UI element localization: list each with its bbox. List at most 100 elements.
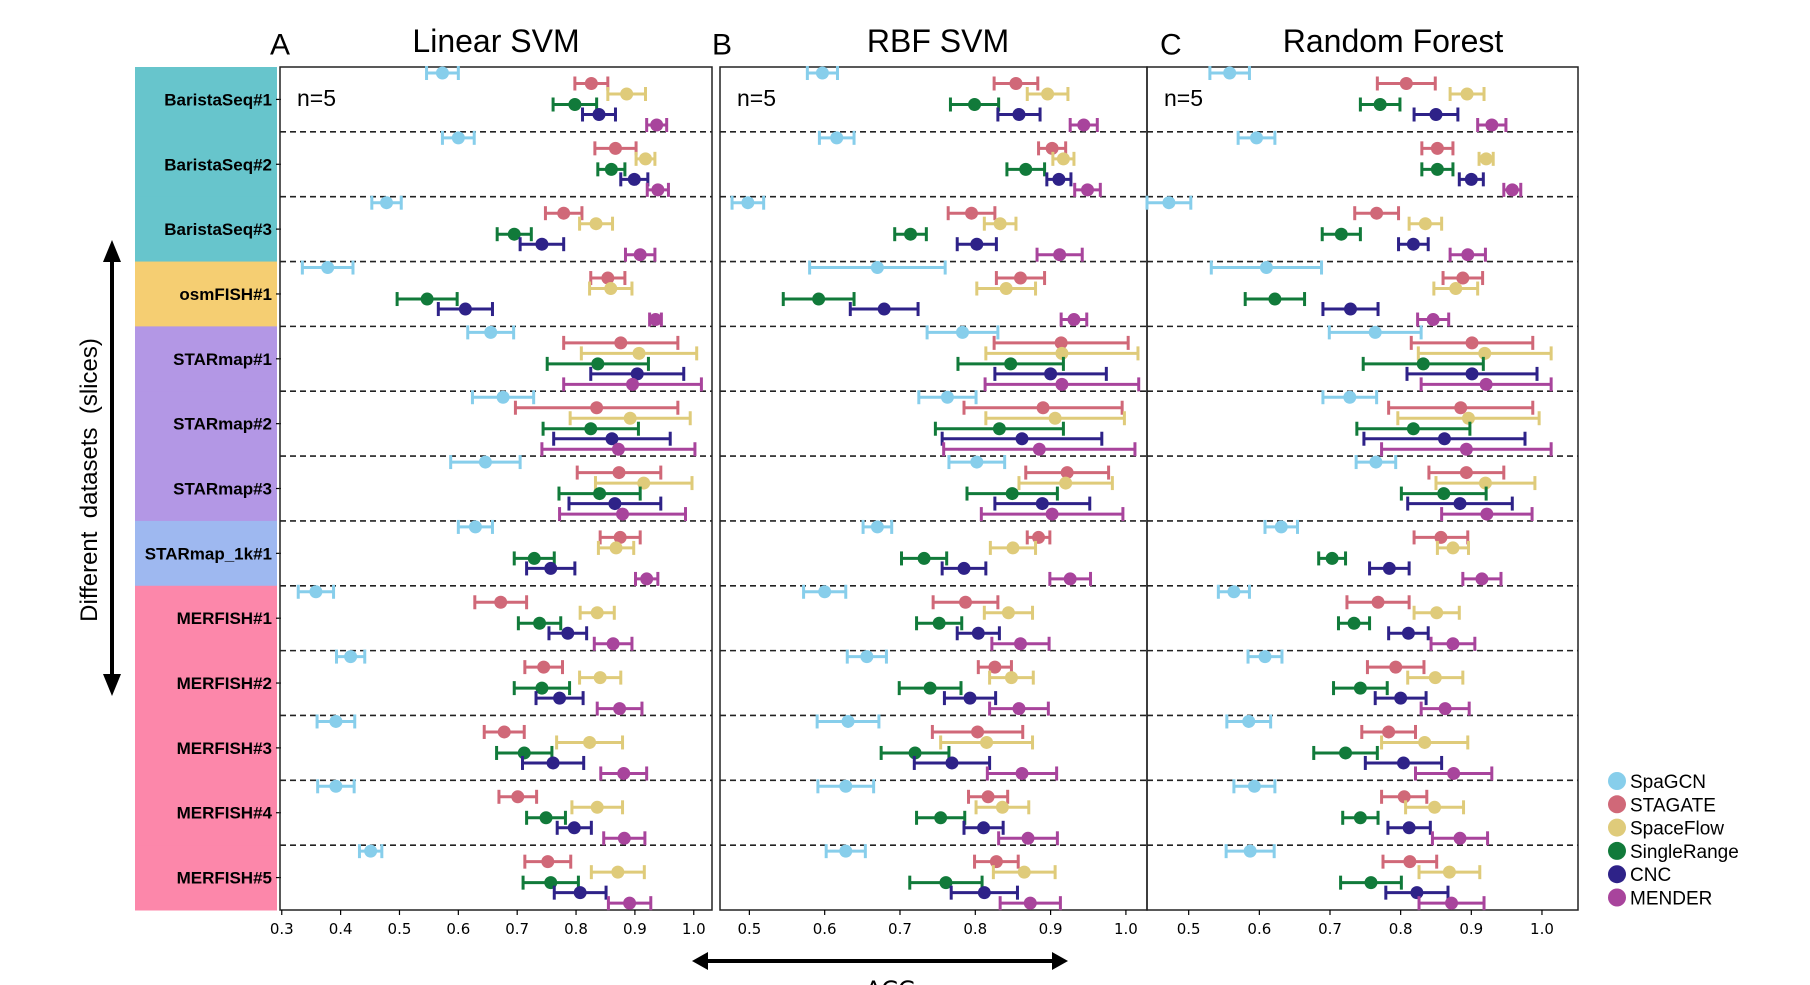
data-point: [1339, 746, 1353, 760]
data-point: [623, 896, 637, 910]
data-point: [1373, 98, 1387, 111]
data-point: [1430, 162, 1444, 176]
legend-label: CNC: [1630, 865, 1671, 886]
data-point: [741, 196, 755, 210]
x-tick-label: 0.6: [1247, 920, 1271, 938]
data-point: [1036, 401, 1050, 415]
x-tick-label: 1.0: [1114, 920, 1138, 938]
data-point: [1343, 302, 1357, 316]
data-point: [1478, 346, 1492, 360]
data-point: [939, 876, 953, 890]
data-point: [458, 302, 472, 316]
dataset-bands: BaristaSeq#1 BaristaSeq#2 BaristaSeq#3 osmF…: [135, 67, 281, 911]
data-point: [507, 227, 521, 241]
data-point: [1410, 886, 1424, 900]
data-point: [601, 271, 615, 285]
data-point: [535, 237, 549, 251]
data-point: [1461, 411, 1475, 425]
data-point: [1035, 497, 1049, 511]
data-point: [981, 790, 995, 804]
data-point: [527, 551, 541, 565]
data-point: [533, 616, 547, 630]
data-point: [977, 821, 991, 835]
dataset-band: [135, 326, 277, 392]
x-tick-label: 0.7: [1318, 920, 1342, 938]
data-point: [1059, 476, 1073, 490]
data-point: [1453, 497, 1467, 511]
dataset-band: [135, 261, 277, 327]
data-point: [496, 390, 510, 404]
data-point: [630, 367, 644, 381]
dataset-label: BaristaSeq#1: [164, 90, 272, 109]
panel-b: B RBF SVM n=5 0.5 0.6 0.7 0.8 0.9 1.0: [712, 23, 1148, 938]
data-point: [839, 844, 853, 858]
data-point: [1009, 77, 1023, 90]
x-tick-label: 0.3: [270, 920, 294, 938]
data-point: [1019, 162, 1033, 176]
data-point: [451, 131, 465, 145]
data-point: [940, 390, 954, 404]
data-point: [611, 442, 625, 456]
data-point: [517, 746, 531, 760]
data-point: [1023, 896, 1037, 910]
data-point: [1459, 466, 1473, 480]
data-point: [1505, 183, 1519, 197]
panel-letter: B: [712, 29, 732, 62]
dataset-band: [135, 520, 277, 587]
y-axis-arrow: [103, 240, 121, 696]
data-point: [1081, 183, 1095, 197]
data-point: [839, 779, 853, 793]
data-point: [620, 87, 634, 101]
data-point: [963, 691, 977, 705]
legend-label: SingleRange: [1630, 842, 1739, 863]
data-point: [904, 227, 918, 241]
data-point: [860, 650, 874, 664]
data-point: [877, 302, 891, 316]
data-point: [988, 660, 1002, 674]
data-point: [1077, 118, 1091, 132]
data-point: [1004, 671, 1018, 685]
plot-frame: [1146, 66, 1579, 911]
data-point: [955, 325, 969, 339]
data-point: [1258, 650, 1272, 664]
y-axis-label: Different datasets (slices): [76, 338, 103, 622]
data-point: [830, 131, 844, 145]
data-point: [1370, 206, 1384, 220]
data-point: [995, 800, 1009, 814]
data-point: [1479, 377, 1493, 391]
data-point: [970, 455, 984, 469]
data-point: [977, 886, 991, 900]
data-point: [648, 313, 662, 327]
data-point: [380, 196, 394, 210]
data-point: [1060, 466, 1074, 480]
data-point: [812, 292, 826, 306]
series-mender: [942, 118, 1141, 911]
data-point: [959, 595, 973, 609]
legend-label: MENDER: [1630, 889, 1712, 910]
series-stagate: [930, 76, 1130, 869]
data-point: [1242, 714, 1256, 728]
dataset-band: [135, 715, 277, 781]
panel-letter: A: [270, 29, 290, 62]
x-tick-label: 0.8: [963, 920, 987, 938]
data-point: [1247, 779, 1261, 793]
data-point: [970, 237, 984, 251]
data-point: [1389, 660, 1403, 674]
data-point: [1343, 390, 1357, 404]
data-point: [606, 637, 620, 651]
data-point: [567, 821, 581, 835]
data-point: [627, 172, 641, 186]
panel-c: C Random Forest n=5 0.5 0.6 0.7 0.8 0.9 1.0: [1145, 23, 1579, 938]
data-point: [1445, 896, 1459, 910]
series-stagate: [473, 76, 680, 869]
data-point: [478, 455, 492, 469]
data-point: [604, 162, 618, 176]
data-point: [568, 98, 582, 111]
data-point: [614, 336, 628, 350]
data-point: [968, 98, 982, 111]
data-point: [497, 725, 511, 739]
data-point: [651, 183, 665, 197]
data-point: [1430, 141, 1444, 155]
data-point: [1430, 606, 1444, 620]
dataset-label: MERFISH#1: [177, 609, 272, 628]
